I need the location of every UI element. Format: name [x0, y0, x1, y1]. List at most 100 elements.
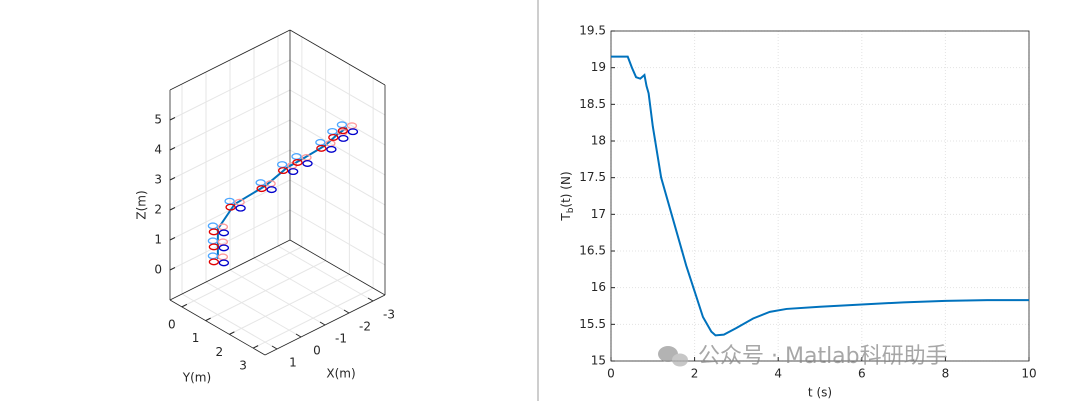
z-tick-label: 0 — [154, 263, 162, 277]
z-tick-label: 2 — [154, 203, 162, 217]
y-tick-label: 18.5 — [579, 97, 606, 111]
rotor — [276, 161, 288, 168]
tick-mark — [169, 207, 176, 211]
y-tick-label: 17 — [591, 207, 606, 221]
rotor — [291, 153, 302, 160]
y-axis-label-part: T — [559, 213, 573, 222]
tick-mark — [205, 317, 211, 322]
watermark-icon — [672, 353, 688, 367]
z-tick-label: 3 — [154, 173, 162, 187]
rotor — [235, 204, 246, 212]
tick-mark — [169, 237, 176, 241]
drone — [207, 222, 230, 237]
drone — [291, 153, 313, 167]
rotor — [347, 128, 359, 136]
x-tick-label: 2 — [691, 367, 699, 381]
axis-edge — [289, 239, 386, 296]
drone — [207, 237, 230, 252]
axis-edge — [169, 29, 291, 91]
tick-mark — [169, 117, 176, 121]
grid-line — [181, 246, 303, 308]
grid-line — [289, 179, 386, 236]
y-axis-label: Y(m) — [182, 371, 211, 385]
grid-line — [181, 293, 278, 350]
rotor — [316, 144, 327, 152]
grid-line — [277, 245, 374, 302]
y-axis-label: Tb(t) (N) — [559, 171, 576, 221]
rotor — [218, 259, 230, 267]
rotor — [338, 134, 349, 142]
rotor — [207, 237, 219, 245]
rotor — [287, 168, 299, 175]
rotor — [208, 243, 220, 251]
tick-mark — [169, 147, 176, 151]
grid-line — [229, 273, 350, 335]
z-tick-label: 1 — [154, 233, 162, 247]
tick-mark — [271, 345, 278, 350]
x-tick-label: 0 — [313, 344, 321, 358]
grid-line — [205, 281, 302, 338]
rotor — [207, 252, 219, 260]
drone — [315, 138, 337, 153]
axis-edge — [289, 29, 386, 86]
x-tick-label: -3 — [383, 308, 395, 322]
rotor — [336, 121, 348, 129]
tick-mark — [343, 309, 350, 314]
line — [611, 55, 1029, 337]
tick-mark — [169, 267, 176, 271]
y-tick-label: 19 — [591, 60, 606, 74]
y-tick-label: 16 — [591, 280, 606, 294]
tick-mark — [319, 321, 326, 326]
tick-mark — [252, 345, 259, 349]
x-tick-label: -1 — [335, 332, 347, 346]
watermark-text: 公众号 · Matlab科研助手 — [698, 344, 948, 369]
y-tick-label: 18 — [591, 134, 606, 148]
y-tick-label: 0 — [168, 317, 176, 331]
tick-mark — [229, 331, 235, 335]
tick-mark — [181, 303, 188, 308]
y-tick-label: 2 — [216, 345, 224, 359]
y-axis-label-part: b — [566, 207, 576, 213]
x-tick-label: 10 — [1021, 367, 1036, 381]
grid-line — [252, 287, 374, 349]
x-tick-label: 0 — [607, 367, 615, 381]
rotor — [277, 167, 289, 174]
tick-mark — [367, 297, 374, 302]
y-tick-label: 17.5 — [579, 170, 606, 184]
grid-line — [289, 209, 386, 266]
rotor — [256, 185, 267, 193]
drone — [255, 179, 277, 194]
rotor — [208, 228, 220, 236]
grid-line — [205, 260, 326, 322]
drone — [336, 121, 359, 136]
rotor — [327, 127, 338, 135]
x-tick-label: -2 — [359, 320, 371, 334]
x-axis-label: t (s) — [808, 386, 832, 400]
y-tick-label: 1 — [192, 331, 200, 345]
y-axis-label-part: (t) (N) — [559, 171, 573, 207]
x-tick-label: 4 — [774, 367, 782, 381]
x-tick-label: 6 — [858, 367, 866, 381]
rotor — [225, 203, 236, 211]
grid-line — [229, 269, 326, 326]
x-axis-label: X(m) — [326, 367, 355, 381]
z-axis-label: Z(m) — [135, 190, 149, 219]
rotor — [218, 244, 230, 252]
x-tick-label: 8 — [942, 367, 950, 381]
y-tick-label: 15 — [591, 354, 606, 368]
y-tick-label: 16.5 — [579, 244, 606, 258]
grid-line — [253, 257, 350, 314]
plot-frame — [610, 30, 1030, 362]
rotor — [255, 179, 266, 187]
rotor — [218, 229, 230, 237]
rotor — [328, 133, 339, 141]
y-tick-label: 19.5 — [579, 24, 606, 38]
y-tick-label: 3 — [239, 359, 247, 373]
drone — [207, 252, 230, 267]
rotor — [337, 127, 349, 135]
tick-mark — [295, 333, 302, 338]
z-tick-label: 5 — [154, 113, 162, 127]
rotor — [292, 159, 303, 166]
axis-edge — [169, 299, 266, 356]
